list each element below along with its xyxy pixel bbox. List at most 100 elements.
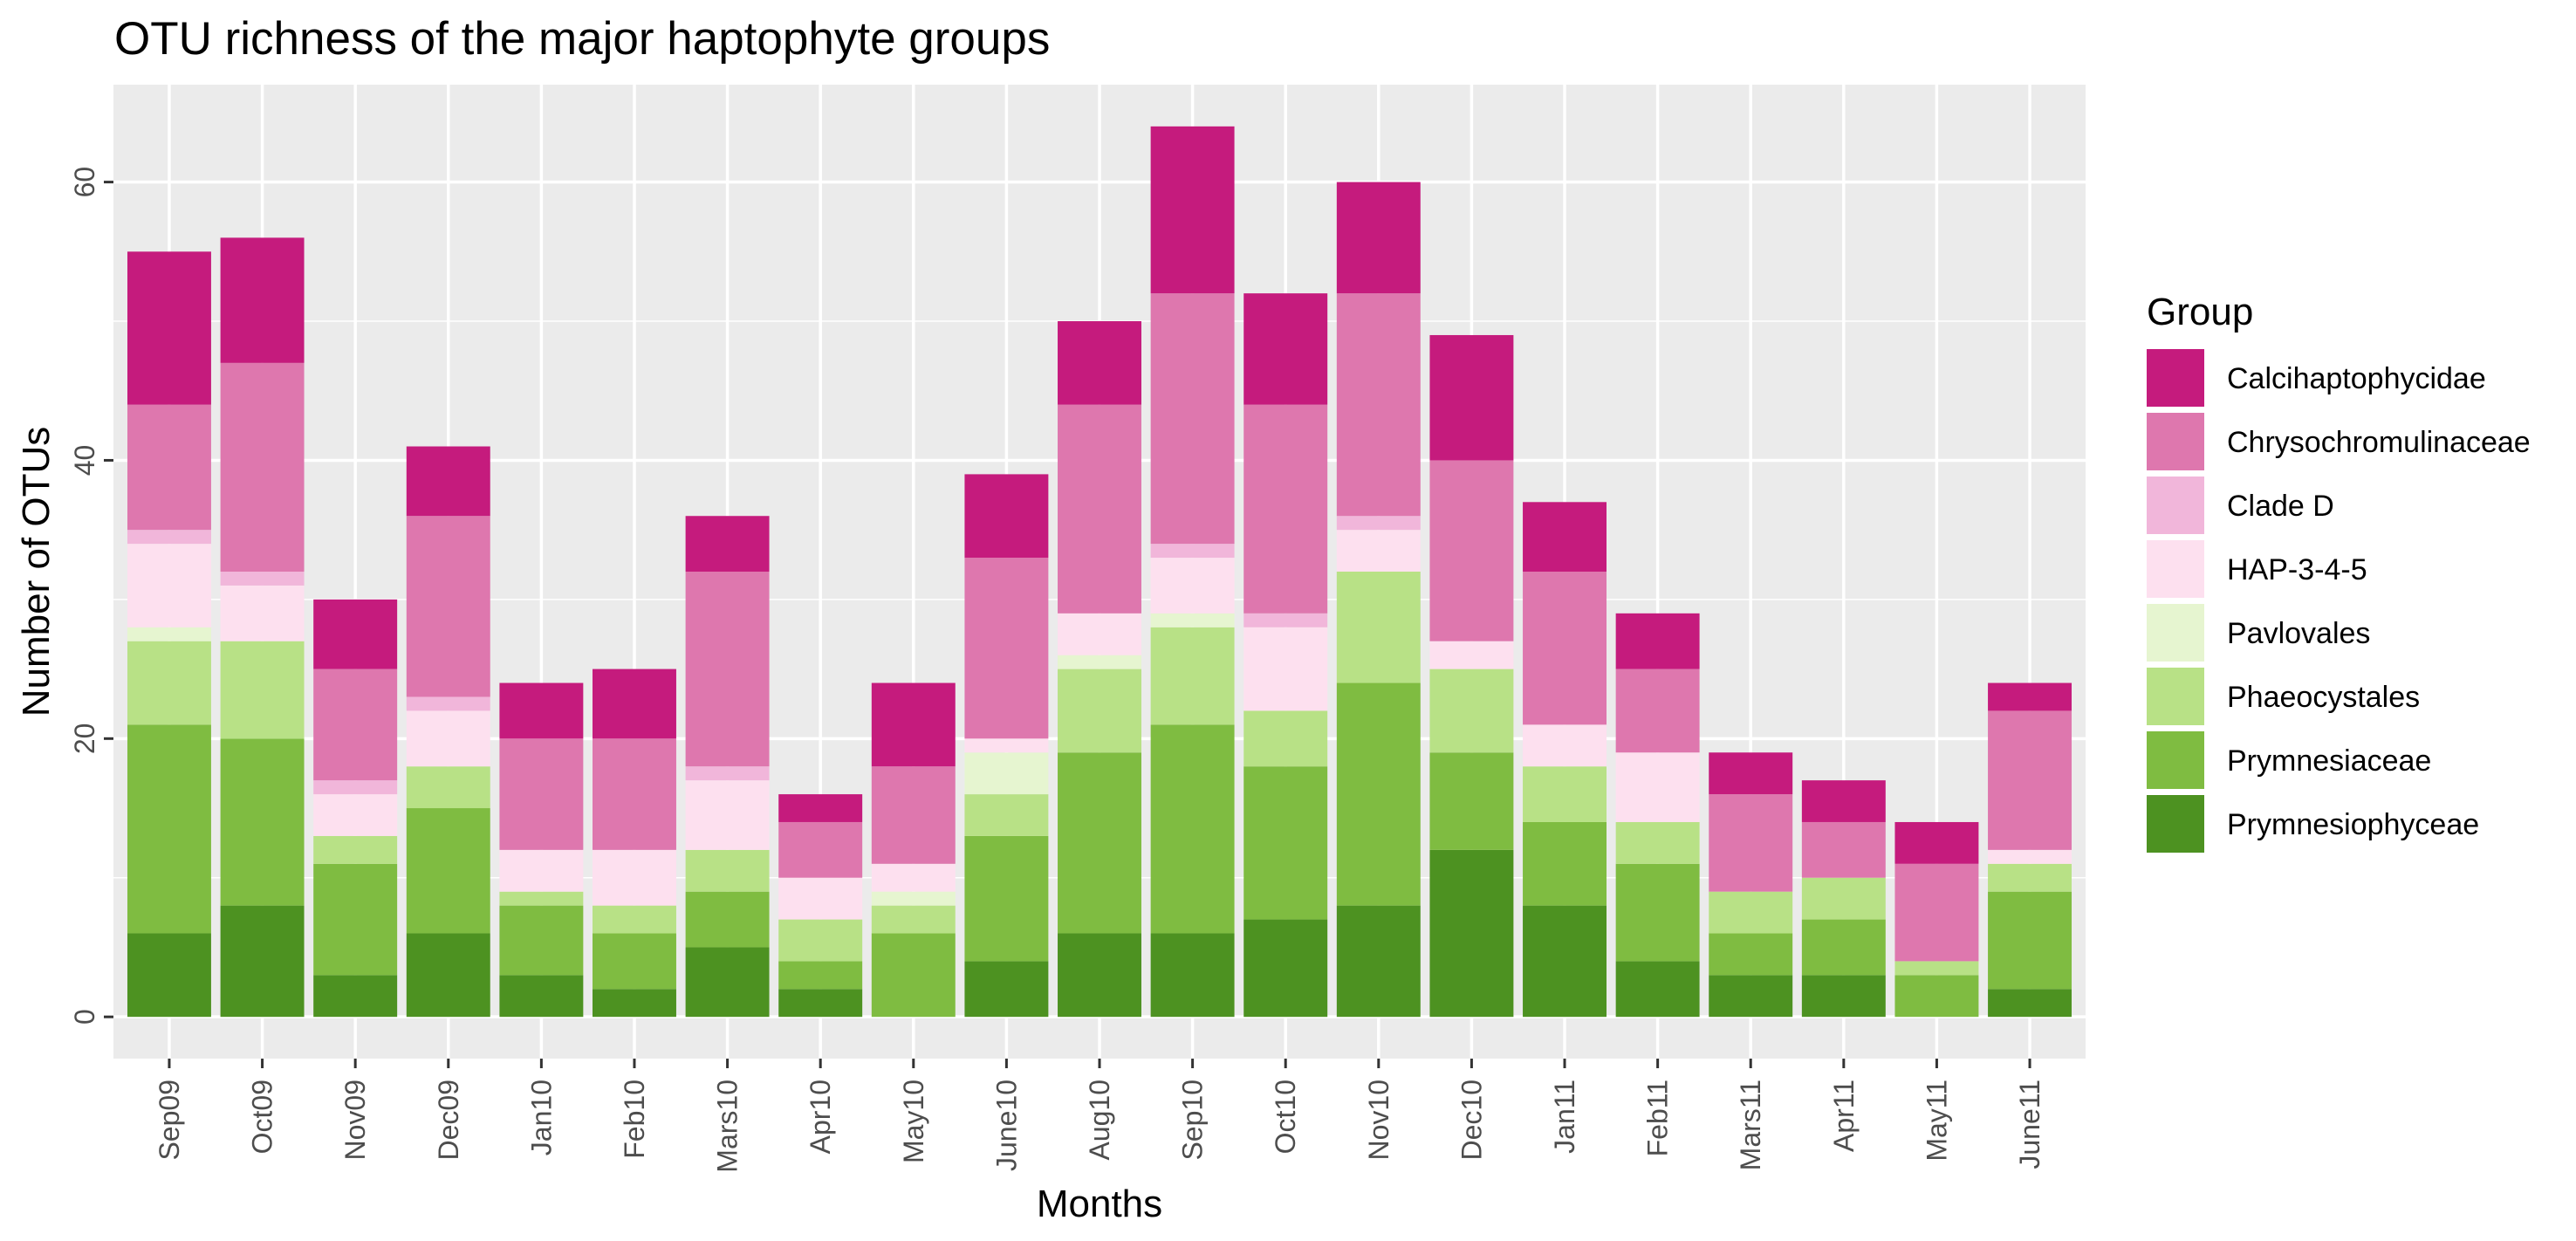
bar-segment: [220, 572, 305, 586]
bar-segment: [871, 863, 956, 892]
bar-segment: [127, 933, 211, 1018]
bar-segment: [1709, 891, 1793, 934]
bar-segment: [127, 641, 211, 725]
bar-segment: [1336, 182, 1421, 294]
bar-segment: [313, 599, 398, 669]
bar-segment: [1988, 891, 2072, 990]
legend-key: [2147, 731, 2204, 789]
x-tick-label: Nov10: [1363, 1080, 1394, 1161]
bar-segment: [1058, 321, 1141, 405]
x-tick-label: Jan10: [525, 1080, 557, 1155]
legend-label: HAP-3-4-5: [2227, 553, 2367, 586]
bar-segment: [220, 362, 305, 572]
bar-segment: [1801, 975, 1886, 1018]
bar-segment: [871, 766, 956, 864]
bar-segment: [778, 821, 863, 878]
x-tick-label: Nov09: [339, 1080, 371, 1161]
bar-segment: [1894, 863, 1979, 962]
bar-segment: [499, 975, 584, 1018]
bar-segment: [220, 738, 305, 906]
bar-segment: [406, 710, 490, 767]
bar-segment: [1988, 710, 2072, 850]
x-tick-label: June11: [2014, 1080, 2045, 1169]
bar-segment: [406, 766, 490, 809]
bar-segment: [685, 891, 770, 948]
bar-segment: [1523, 821, 1607, 906]
bar-segment: [593, 668, 676, 739]
bar-segment: [1150, 293, 1235, 545]
bar-segment: [778, 961, 863, 990]
bar-segment: [964, 961, 1049, 1018]
bar-segment: [1058, 752, 1141, 934]
bar-segment: [1709, 794, 1793, 892]
bar-segment: [1801, 919, 1886, 976]
bar-segment: [406, 446, 490, 517]
bar-segment: [871, 933, 956, 1018]
x-tick-label: Feb10: [619, 1080, 650, 1159]
bar-segment: [220, 585, 305, 641]
bar-segment: [1429, 641, 1514, 669]
x-tick-label: May10: [898, 1080, 929, 1163]
bar-segment: [406, 933, 490, 1018]
x-tick-label: Mars11: [1735, 1080, 1766, 1170]
bar-segment: [1429, 460, 1514, 641]
bar-segment: [1150, 126, 1235, 294]
y-tick-label: 60: [69, 167, 100, 198]
bar-segment: [1243, 613, 1328, 627]
x-tick-label: Feb11: [1642, 1080, 1674, 1156]
bar-segment: [1058, 655, 1141, 669]
bar-segment: [313, 780, 398, 795]
bar-segment: [685, 766, 770, 781]
bar-segment: [1336, 516, 1421, 531]
bar-segment: [1243, 627, 1328, 711]
bar-segment: [593, 849, 676, 906]
x-tick-label: Sep09: [154, 1080, 185, 1161]
bar-segment: [1150, 933, 1235, 1018]
bar-segment: [1058, 404, 1141, 614]
bar-segment: [964, 738, 1049, 753]
x-axis-title: Months: [1037, 1183, 1162, 1225]
legend: Group Calcihaptophycidae Chrysochromulina…: [2147, 291, 2531, 853]
bar-segment: [1058, 613, 1141, 655]
legend-label: Pavlovales: [2227, 617, 2370, 650]
legend-label: Chrysochromulinaceae: [2227, 426, 2531, 459]
x-tick-label: Aug10: [1084, 1080, 1115, 1161]
x-tick-label: Dec09: [433, 1080, 464, 1161]
legend-label: Calcihaptophycidae: [2227, 362, 2486, 395]
bar-segment: [127, 530, 211, 545]
bar-segment: [313, 794, 398, 836]
bar-segment: [593, 989, 676, 1018]
bar-segment: [593, 905, 676, 934]
bar-segment: [1894, 975, 1979, 1018]
bar-segment: [499, 682, 584, 739]
bar-segment: [1336, 905, 1421, 1018]
x-tick-label: June10: [990, 1080, 1022, 1171]
y-tick-label: 0: [69, 1009, 100, 1025]
bar-segment: [964, 794, 1049, 836]
bar-segment: [127, 404, 211, 531]
bar-segment: [1988, 682, 2072, 711]
x-tick-label: Apr11: [1828, 1080, 1860, 1152]
bar-segment: [1523, 572, 1607, 725]
bar-segment: [1894, 961, 1979, 976]
bar-segment: [499, 738, 584, 850]
bar-segment: [1429, 334, 1514, 461]
legend-key: [2147, 668, 2204, 725]
x-tick-label: Mars10: [712, 1080, 743, 1173]
bar-segment: [1336, 293, 1421, 517]
bar-segment: [964, 752, 1049, 795]
bar-segment: [1150, 544, 1235, 559]
bar-segment: [1709, 975, 1793, 1018]
legend-key: [2147, 477, 2204, 534]
bar-segment: [1336, 530, 1421, 572]
bar-segment: [1429, 849, 1514, 1018]
x-tick-label: Oct10: [1270, 1080, 1301, 1154]
x-tick-label: Dec10: [1456, 1080, 1487, 1161]
bar-segment: [313, 668, 398, 781]
legend-label: Clade D: [2227, 490, 2334, 523]
x-tick-label: Oct09: [247, 1080, 278, 1154]
y-tick-label: 20: [69, 723, 100, 755]
bar-segment: [1615, 961, 1700, 1018]
